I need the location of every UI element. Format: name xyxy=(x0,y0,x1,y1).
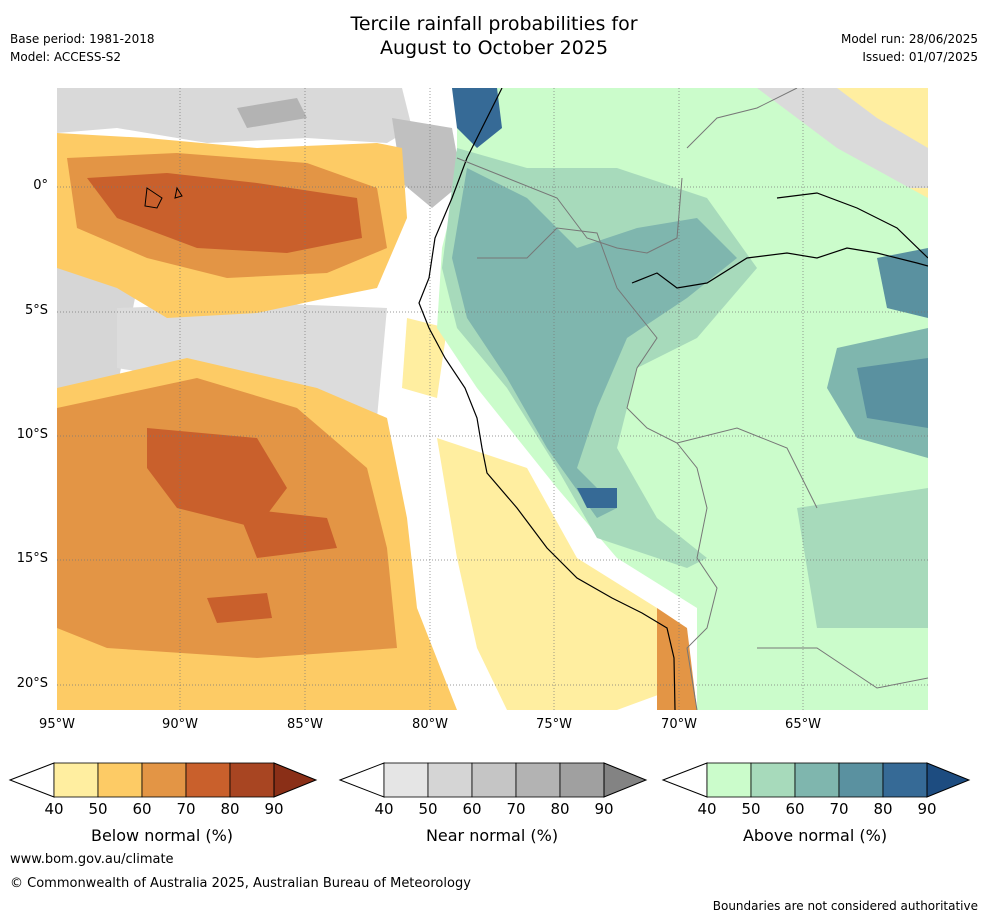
colorbar-above-extend-low xyxy=(661,762,708,798)
lon-tick-65w: 65°W xyxy=(785,717,821,732)
colorbar-below-bin-90 xyxy=(229,762,275,798)
colorbar-below-bin-70 xyxy=(141,762,187,798)
colorbar-near-normal xyxy=(338,762,648,798)
colorbar-label-above: Above normal (%) xyxy=(742,826,888,845)
cb-above-tick-50: 50 xyxy=(741,800,761,818)
cb-below-tick-60: 60 xyxy=(132,800,152,818)
lon-tick-75w: 75°W xyxy=(536,717,572,732)
colorbar-near-bin-70 xyxy=(471,762,517,798)
lat-tick-0: 0° xyxy=(33,178,48,193)
copyright-notice: © Commonwealth of Australia 2025, Austra… xyxy=(10,876,471,891)
base-period: Base period: 1981-2018 xyxy=(10,32,155,46)
cb-near-tick-70: 70 xyxy=(506,800,526,818)
cb-near-tick-90: 90 xyxy=(594,800,614,818)
model-run: Model run: 28/06/2025 xyxy=(840,32,978,46)
colorbar-below-bin-80 xyxy=(185,762,231,798)
colorbar-below-extend-low xyxy=(8,762,55,798)
colorbar-near-bin-80 xyxy=(515,762,561,798)
cb-below-tick-70: 70 xyxy=(176,800,196,818)
cb-above-tick-80: 80 xyxy=(873,800,893,818)
website-link[interactable]: www.bom.gov.au/climate xyxy=(10,852,174,867)
cb-above-tick-70: 70 xyxy=(829,800,849,818)
cb-below-tick-90: 90 xyxy=(264,800,284,818)
lon-tick-80w: 80°W xyxy=(412,717,448,732)
colorbar-above-extend-high xyxy=(926,762,971,798)
cb-below-tick-50: 50 xyxy=(88,800,108,818)
coastlines xyxy=(144,88,928,710)
lat-tick-15s: 15°S xyxy=(16,551,48,566)
above-normal-regions xyxy=(437,88,928,710)
map-title-line-2: August to October 2025 xyxy=(379,37,609,59)
cb-near-tick-60: 60 xyxy=(462,800,482,818)
cb-near-tick-40: 40 xyxy=(374,800,394,818)
colorbar-above-bin-90 xyxy=(882,762,928,798)
lon-tick-95w: 95°W xyxy=(39,717,75,732)
colorbar-near-bin-90 xyxy=(559,762,605,798)
colorbars xyxy=(8,762,971,798)
colorbar-above-bin-70 xyxy=(794,762,840,798)
map-panel xyxy=(57,88,928,710)
issued-date: Issued: 01/07/2025 xyxy=(862,50,978,64)
model-name: Model: ACCESS-S2 xyxy=(10,50,122,64)
colorbar-near-bin-50 xyxy=(383,762,429,798)
country-borders xyxy=(456,88,928,710)
boundaries-disclaimer: Boundaries are not considered authoritat… xyxy=(712,899,978,913)
colorbar-near-bin-60 xyxy=(427,762,473,798)
map-gridlines xyxy=(57,88,928,710)
colorbar-label-near: Near normal (%) xyxy=(425,826,559,845)
lon-tick-85w: 85°W xyxy=(287,717,323,732)
cb-below-tick-40: 40 xyxy=(44,800,64,818)
colorbar-above-bin-80 xyxy=(838,762,884,798)
colorbar-near-extend-high xyxy=(603,762,648,798)
colorbar-below-bin-60 xyxy=(97,762,143,798)
cb-below-tick-80: 80 xyxy=(220,800,240,818)
cb-above-tick-60: 60 xyxy=(785,800,805,818)
colorbar-above-normal xyxy=(661,762,971,798)
metadata-right: Model run: 28/06/2025 Issued: 01/07/2025 xyxy=(841,30,978,66)
lon-tick-70w: 70°W xyxy=(661,717,697,732)
colorbar-below-normal xyxy=(8,762,318,798)
lat-tick-10s: 10°S xyxy=(16,427,48,442)
colorbar-above-bin-50 xyxy=(706,762,752,798)
map-title-line-1: Tercile rainfall probabilities for xyxy=(350,13,638,35)
colorbar-below-extend-high xyxy=(273,762,318,798)
lat-tick-20s: 20°S xyxy=(16,676,48,691)
cb-above-tick-40: 40 xyxy=(697,800,717,818)
rainfall-map xyxy=(57,88,928,710)
colorbar-near-extend-low xyxy=(338,762,385,798)
cb-above-tick-90: 90 xyxy=(917,800,937,818)
lat-tick-5s: 5°S xyxy=(24,303,48,318)
lon-tick-90w: 90°W xyxy=(162,717,198,732)
colorbar-label-below: Below normal (%) xyxy=(90,826,234,845)
colorbar-below-bin-50 xyxy=(53,762,99,798)
map-title: Tercile rainfall probabilities for Augus… xyxy=(0,12,988,60)
metadata-left: Base period: 1981-2018 Model: ACCESS-S2 xyxy=(10,30,155,66)
cb-near-tick-80: 80 xyxy=(550,800,570,818)
below-normal-regions xyxy=(57,88,928,710)
cb-near-tick-50: 50 xyxy=(418,800,438,818)
colorbar-above-bin-60 xyxy=(750,762,796,798)
